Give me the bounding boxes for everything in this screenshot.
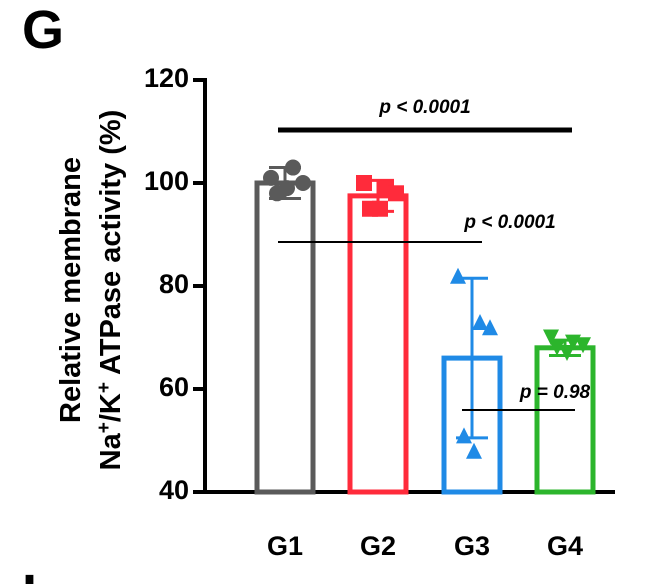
y-tick-label: 100: [144, 166, 189, 196]
data-point: [543, 329, 559, 346]
x-tick-label: G4: [547, 531, 583, 561]
x-tick-label: G3: [454, 531, 490, 561]
x-tick-label: G2: [360, 531, 396, 561]
y-tick-label: 80: [159, 269, 189, 299]
y-label-part: Na: [95, 432, 127, 470]
y-tick-label: 120: [144, 63, 189, 93]
bar: [347, 193, 409, 495]
y-label: Relative membrane Na+/K+ ATPase activity…: [55, 110, 127, 471]
data-point: [482, 319, 498, 336]
data-point: [372, 200, 388, 217]
panel-label: G: [22, 0, 64, 60]
next-panel-label: I: [22, 564, 37, 584]
data-point: [263, 169, 279, 186]
significance-label: p < 0.0001: [463, 212, 555, 233]
data-point: [356, 175, 372, 191]
data-point: [549, 339, 565, 356]
y-label-part: /K: [95, 393, 127, 422]
x-tick-label: G1: [267, 531, 303, 561]
bar: [254, 180, 316, 495]
y-label-part: +: [94, 382, 115, 393]
data-point: [472, 314, 488, 331]
y-label-line: Na+/K+ ATPase activity (%): [94, 110, 128, 471]
y-tick-label: 40: [159, 475, 189, 505]
data-point: [388, 185, 404, 202]
y-label-part: ATPase activity (%): [95, 110, 127, 382]
significance-label: p < 0.0001: [378, 97, 470, 118]
data-point: [279, 180, 295, 197]
data-point: [559, 344, 575, 361]
data-point: [285, 159, 301, 176]
data-point: [450, 267, 466, 284]
bar: [534, 345, 596, 495]
data-point: [466, 442, 482, 459]
data-point: [295, 175, 311, 191]
data-point: [575, 337, 591, 354]
significance-label: p = 0.98: [519, 382, 591, 403]
data-point: [456, 427, 472, 444]
y-tick-label: 60: [159, 372, 189, 402]
y-label-line: Relative membrane: [55, 157, 87, 423]
y-label-part: +: [94, 422, 115, 433]
